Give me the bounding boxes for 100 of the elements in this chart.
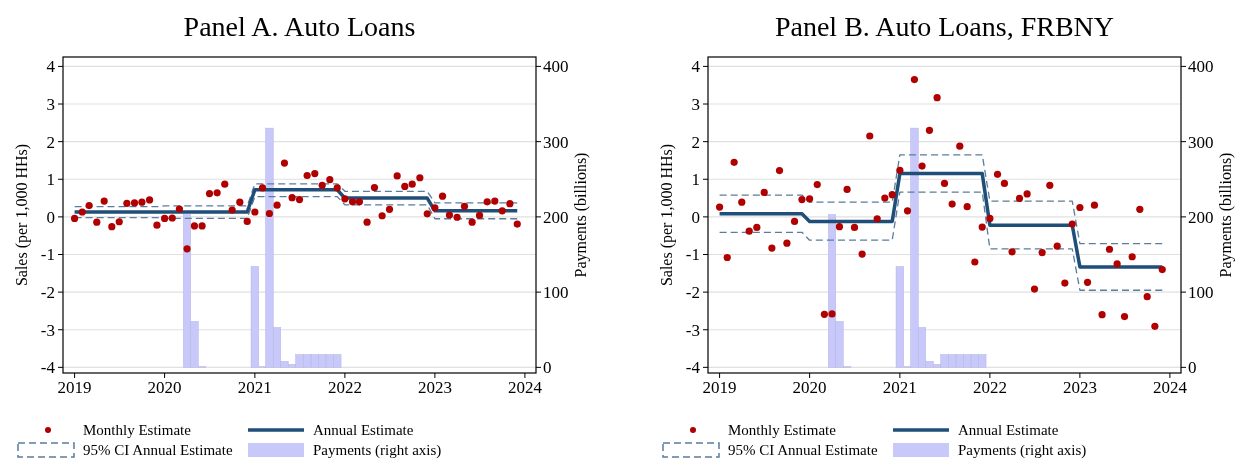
- point: [1098, 311, 1106, 319]
- point: [813, 180, 821, 189]
- point: [1083, 278, 1092, 286]
- point: [1136, 205, 1144, 213]
- point: [760, 188, 768, 197]
- legend-label: 95% CI Annual Estimate: [728, 442, 878, 459]
- y-axis-title: Sales (per 1,000 HHs): [13, 143, 31, 287]
- x-tick-label: 2019: [57, 378, 92, 397]
- y2-axis-title: Payments (billions): [1217, 152, 1235, 278]
- y-tick-label: 3: [46, 94, 55, 114]
- legend-label: Monthly Estimate: [83, 422, 192, 439]
- point: [903, 207, 912, 215]
- point: [1120, 312, 1129, 321]
- point: [280, 159, 289, 167]
- point: [243, 217, 251, 225]
- point: [303, 171, 311, 180]
- point: [1061, 279, 1069, 287]
- point: [70, 214, 79, 222]
- point: [423, 210, 431, 218]
- x-tick-label: 2020: [147, 378, 182, 397]
- legend-label: Monthly Estimate: [728, 422, 837, 439]
- point: [108, 223, 116, 231]
- point: [363, 218, 371, 226]
- point: [93, 218, 101, 226]
- point: [971, 258, 979, 266]
- point: [491, 197, 499, 205]
- point: [475, 211, 484, 219]
- point: [370, 183, 379, 192]
- y-tick-label: 0: [46, 207, 55, 227]
- point: [416, 174, 424, 182]
- line-series: [718, 154, 1163, 245]
- x-tick-label: 2022: [972, 378, 1007, 397]
- point: [1023, 190, 1031, 198]
- y2-tick-label: 400: [543, 57, 569, 77]
- point: [100, 197, 108, 205]
- point: [1008, 248, 1016, 256]
- point: [933, 94, 941, 102]
- point: [828, 310, 836, 318]
- x-tick-label: 2021: [882, 378, 917, 397]
- point: [311, 170, 319, 178]
- point: [768, 244, 776, 252]
- y-tick-label: 1: [691, 170, 700, 190]
- point: [460, 202, 469, 210]
- point: [745, 227, 753, 235]
- chart-title: Panel B. Auto Loans, FRBNY: [774, 11, 1115, 42]
- point: [918, 162, 926, 170]
- y2-tick-label: 200: [543, 207, 569, 227]
- y-tick-label: 2: [691, 132, 700, 152]
- y-tick-label: -4: [685, 358, 701, 378]
- legend-label: 95% CI Annual Estimate: [83, 442, 233, 459]
- point: [1015, 194, 1024, 203]
- y2-tick-label: 300: [543, 132, 569, 152]
- point: [956, 142, 964, 150]
- point: [221, 180, 229, 188]
- point: [168, 214, 176, 222]
- x-tick-label: 2023: [417, 378, 452, 397]
- point: [145, 196, 154, 204]
- point: [978, 223, 986, 231]
- point: [723, 253, 731, 262]
- point: [445, 211, 454, 219]
- point: [843, 185, 851, 194]
- x-tick-label: 2023: [1062, 378, 1097, 397]
- point: [820, 310, 828, 318]
- point: [948, 200, 956, 208]
- y-tick-label: 3: [691, 94, 700, 114]
- point: [198, 222, 206, 230]
- legend-label: Payments (right axis): [958, 442, 1087, 460]
- y-tick-label: -4: [40, 358, 56, 378]
- y-tick-label: 0: [691, 207, 700, 227]
- point: [228, 206, 236, 214]
- point: [1046, 181, 1054, 189]
- point: [993, 170, 1002, 178]
- line-series: [718, 191, 1163, 291]
- x-tick-label: 2024: [507, 378, 543, 397]
- point: [775, 167, 784, 175]
- y2-axis-title: Payments (billions): [572, 152, 590, 278]
- point: [393, 172, 401, 180]
- x-tick-label: 2021: [237, 378, 272, 397]
- point: [1000, 179, 1009, 187]
- point: [295, 195, 304, 204]
- legend-label: Annual Estimate: [313, 422, 414, 439]
- point: [431, 204, 439, 212]
- point: [401, 182, 409, 191]
- point: [790, 217, 799, 225]
- point: [753, 223, 761, 232]
- point: [265, 209, 274, 218]
- point: [1090, 201, 1099, 209]
- x-tick-label: 2019: [702, 378, 737, 397]
- point: [288, 194, 296, 202]
- point: [355, 198, 364, 206]
- point: [498, 207, 506, 215]
- y-tick-label: 1: [46, 170, 55, 190]
- point: [385, 205, 394, 213]
- point: [1151, 322, 1159, 330]
- y-tick-label: 4: [691, 57, 701, 77]
- point: [153, 221, 161, 229]
- point: [123, 199, 131, 207]
- point: [78, 208, 86, 216]
- point: [251, 208, 259, 216]
- point: [1038, 249, 1046, 257]
